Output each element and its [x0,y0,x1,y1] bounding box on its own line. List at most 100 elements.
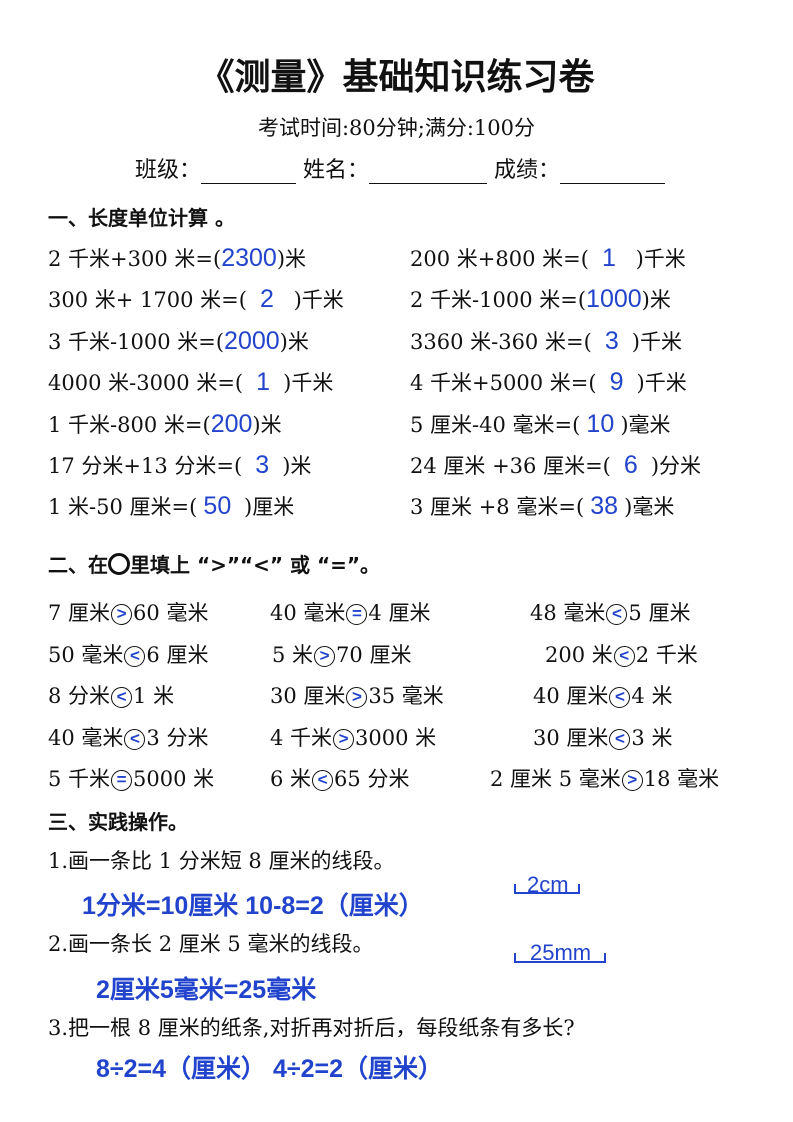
compare-item: 5 千米 = 5000 米 [48,763,214,793]
answer-value: 1000 [586,285,642,313]
question-text: 17 分米+13 分米=( [48,454,243,478]
right-quantity: 35 毫米 [368,684,444,708]
name-label: 姓名： [303,158,370,183]
answer-value: 9 [609,368,624,396]
unit-text: )千米 [631,330,682,354]
conversion-item: 17 分米+13 分米=(3)米 [48,450,311,480]
question-text: 1 米-50 厘米=( [48,495,198,519]
left-quantity: 50 毫米 [48,643,124,667]
compare-item: 6 米 <65 分米 [270,763,409,793]
conversion-item: 3 千米-1000 米=(2000)米 [48,326,309,356]
section1-heading: 一、长度单位计算 。 [48,206,235,230]
answer-value: 6 [623,451,638,479]
compare-item: 4 千米 >3000 米 [270,722,436,752]
compare-item: 200 米 <2 千米 [545,639,698,669]
right-quantity: 2 千米 [635,643,698,667]
question-text: 1 千米-800 米=( [48,413,211,437]
left-quantity: 48 毫米 [530,601,606,625]
right-quantity: 5000 米 [133,767,215,791]
question-text: 2 千米-1000 米=( [410,288,587,312]
right-quantity: 6 厘米 [146,643,209,667]
unit-text: )分米 [650,454,702,478]
right-quantity: 5 厘米 [628,601,691,625]
comparison-circle: > [111,604,133,625]
unit-text: )米 [641,288,671,312]
compare-item: 48 毫米 <5 厘米 [530,597,690,627]
unit-text: )千米 [286,288,344,312]
left-quantity: 4 千米 [270,726,333,750]
conversion-item: 1 千米-800 米=(200)米 [48,409,282,439]
line-segment-2cm [514,884,580,894]
conversion-item: 200 米+800 米=( 1 )千米 [410,243,686,273]
answer-3: 8÷2=4（厘米） 4÷2=2（厘米） [96,1055,444,1083]
answer-value: 3 [604,327,619,355]
right-quantity: 60 毫米 [133,601,209,625]
unit-text: )毫米 [620,413,671,437]
comparison-circle: < [124,646,146,667]
question-1: 1.画一条比 1 分米短 8 厘米的线段。 [48,849,395,873]
question-text: 5 厘米-40 毫米=( [410,413,581,437]
circle-icon [108,553,130,575]
right-quantity: 3 米 [631,726,673,750]
comparison-circle: > [346,687,368,708]
line-segment-25mm [514,953,606,963]
right-quantity: 65 分米 [334,767,410,791]
compare-item: 40 厘米 <4 米 [533,680,672,710]
unit-text: )米 [279,330,309,354]
unit-text: )米 [276,247,307,271]
unit-text: )米 [252,413,282,437]
conversion-item: 3 厘米 +8 毫米=(38)毫米 [410,491,674,521]
right-quantity: 70 厘米 [336,643,412,667]
conversion-item: 24 厘米 +36 厘米=(6)分米 [410,450,701,480]
comparison-circle: < [124,729,146,750]
answer-value: 10 [586,410,615,438]
conversion-item: 1 米-50 厘米=(50 )厘米 [48,491,294,521]
exam-info: 考试时间:80分钟;满分:100分 [257,116,536,140]
unit-text: )千米 [628,247,686,271]
score-blank [560,159,666,184]
conversion-item: 300 米+ 1700 米=( 2 )千米 [48,284,344,314]
conversion-item: 3360 米-360 米=(3)千米 [410,326,682,356]
compare-item: 40 毫米 = 4 厘米 [270,597,430,627]
unit-text: )米 [282,454,312,478]
comparison-circle: < [606,604,628,625]
compare-item: 5 米 >70 厘米 [272,639,411,669]
comparison-circle: = [346,604,368,625]
section3-heading: 三、实践操作。 [48,810,188,834]
page-title: 《测量》基础知识练习卷 [198,56,595,98]
comparison-circle: > [621,770,643,791]
segment-label-2: 25mm [530,940,592,965]
conversion-item: 5 厘米-40 毫米=(10)毫米 [410,409,671,439]
question-text: 200 米+800 米=( [410,247,589,271]
comparison-circle: > [333,729,355,750]
section2-heading: 二、在 里填上 “>”“<” 或 “=”。 [48,553,381,577]
question-text: 3 千米-1000 米=( [48,330,225,354]
compare-item: 30 厘米 >35 毫米 [270,680,444,710]
question-text: 3 厘米 +8 毫米=( [410,495,585,519]
class-label: 班级： [135,158,202,183]
answer-value: 38 [590,492,619,520]
answer-value: 1 [601,244,616,272]
answer-value: 1 [256,368,271,396]
comparison-circle: < [613,646,635,667]
conversion-item: 4 千米+5000 米=(9)千米 [410,367,687,397]
conversion-item: 4000 米-3000 米=(1)千米 [48,367,333,397]
left-quantity: 5 千米 [48,767,111,791]
right-quantity: 4 米 [631,684,673,708]
compare-item: 30 厘米 <3 米 [533,722,672,752]
comparison-circle: = [111,770,133,791]
compare-item: 7 厘米 >60 毫米 [48,597,208,627]
compare-item: 50 毫米 <6 厘米 [48,639,208,669]
student-info: 班级： 姓名： 成绩： [135,152,666,184]
right-quantity: 18 毫米 [643,767,720,791]
name-blank [369,159,488,184]
left-quantity: 2 厘米 5 毫米 [490,767,621,791]
answer-value: 2300 [221,244,277,272]
left-quantity: 30 厘米 [270,684,346,708]
answer-value: 2 [259,285,274,313]
answer-value: 200 [210,410,253,438]
answer-value: 50 [203,492,232,520]
question-text: 300 米+ 1700 米=( [48,288,247,312]
question-2: 2.画一条长 2 厘米 5 毫米的线段。 [48,932,374,956]
